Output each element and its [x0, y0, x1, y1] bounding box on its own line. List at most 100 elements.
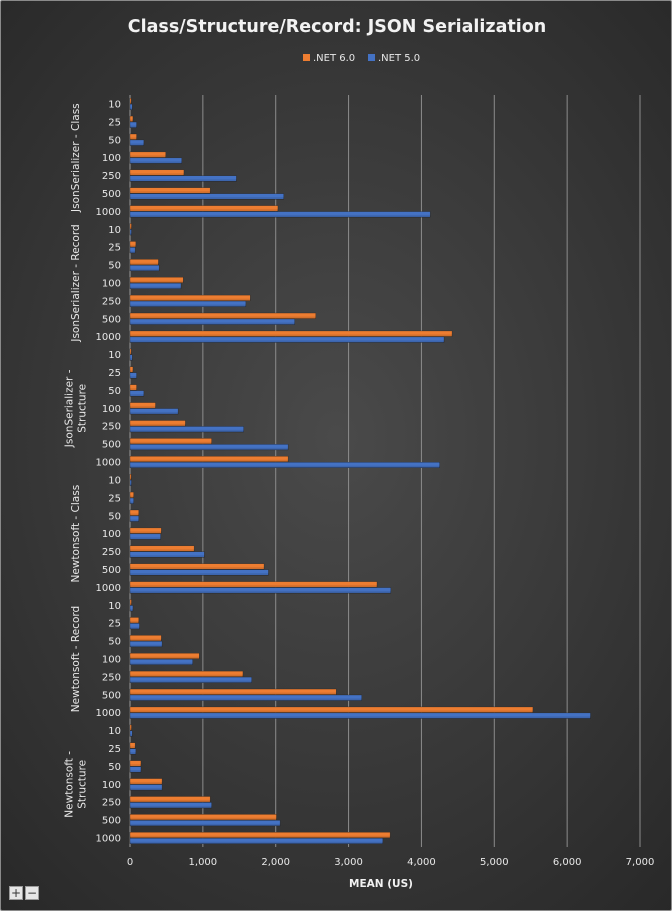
- bar-shade: [130, 569, 269, 576]
- y-subcategory-label: 1000: [96, 458, 121, 469]
- bar-shade: [130, 659, 193, 665]
- zoom-out-button[interactable]: −: [25, 886, 39, 900]
- bar-shade: [130, 778, 163, 785]
- y-subcategory-label: 100: [102, 153, 121, 164]
- y-subcategory-label: 500: [102, 690, 121, 701]
- bar-shade: [130, 104, 133, 110]
- y-subcategory-label: 250: [102, 798, 121, 809]
- bar-shade: [130, 641, 163, 647]
- y-subcategory-label: 25: [108, 619, 121, 630]
- bar-shade: [130, 277, 184, 283]
- y-subcategory-label: 1000: [96, 583, 121, 594]
- x-tick-label: 1,000: [189, 857, 218, 868]
- y-subcategory-label: 50: [108, 511, 121, 522]
- bar-shade: [130, 384, 137, 391]
- bar-shade: [130, 480, 132, 486]
- bar-shade: [130, 116, 133, 122]
- bar-shade: [130, 712, 591, 719]
- bar-shade: [130, 157, 182, 164]
- y-subcategory-label: 50: [108, 386, 121, 397]
- bar-shade: [130, 587, 391, 594]
- y-group-label: JsonSerializer - Record: [70, 224, 82, 342]
- bar-shade: [130, 187, 211, 194]
- bar-shade: [130, 724, 132, 731]
- y-group-label: Newtonsoft - Class: [70, 485, 82, 583]
- y-subcategory-label: 500: [102, 816, 121, 827]
- y-subcategory-label: 25: [108, 744, 121, 755]
- bar-shade: [130, 319, 295, 325]
- y-subcategory-label: 25: [108, 368, 121, 379]
- bar-shade: [130, 748, 136, 755]
- bar-shade: [130, 223, 132, 230]
- bar-shade: [130, 372, 137, 379]
- bar-shade: [130, 229, 132, 236]
- bar-shade: [130, 599, 132, 606]
- bar-shade: [130, 533, 161, 540]
- bar-shade: [130, 402, 156, 409]
- y-subcategory-label: 10: [108, 225, 121, 236]
- y-subcategory-label: 10: [108, 601, 121, 612]
- bar-shade: [130, 474, 132, 480]
- bar-shade: [130, 336, 445, 343]
- y-subcategory-label: 50: [108, 135, 121, 146]
- bar-shade: [130, 563, 265, 570]
- bar-shade: [130, 635, 162, 641]
- bar-shade: [130, 706, 533, 713]
- y-group-label: Newtonsoft - Record: [70, 606, 82, 712]
- chart-title: Class/Structure/Record: JSON Serializati…: [128, 17, 547, 37]
- x-tick-label: 2,000: [261, 857, 290, 868]
- bar-shade: [130, 259, 159, 265]
- y-group-label: Structure: [77, 760, 89, 809]
- legend-swatch: [303, 54, 310, 61]
- bar-shade: [130, 348, 132, 355]
- gridlines: [129, 95, 641, 847]
- bar-shade: [130, 545, 195, 552]
- y-subcategory-label: 250: [102, 547, 121, 558]
- bar-shade: [130, 301, 246, 307]
- y-group-label: JsonSerializer -: [64, 369, 76, 448]
- bar-shade: [130, 671, 243, 677]
- bar-shade: [130, 438, 212, 444]
- bar-shade: [130, 820, 281, 826]
- bar-shade: [130, 247, 136, 253]
- y-subcategory-label: 10: [108, 350, 121, 361]
- legend-swatch: [368, 54, 375, 61]
- y-subcategory-label: 100: [102, 780, 121, 791]
- y-subcategory-label: 10: [108, 475, 121, 486]
- y-subcategory-label: 25: [108, 117, 121, 128]
- legend: .NET 6.0 .NET 5.0: [303, 53, 420, 64]
- legend-label: .NET 6.0: [313, 53, 355, 64]
- bar-shade: [130, 366, 133, 373]
- bar-shade: [130, 551, 205, 558]
- bar-shade: [130, 766, 141, 773]
- y-subcategory-label: 500: [102, 440, 121, 451]
- y-subcategory-label: 10: [108, 726, 121, 737]
- legend-label: .NET 5.0: [378, 53, 420, 64]
- bar-shade: [130, 175, 237, 182]
- bar-shade: [130, 330, 453, 337]
- bar-shade: [130, 169, 184, 176]
- y-subcategory-label: 500: [102, 565, 121, 576]
- y-subcategory-label: 10: [108, 99, 121, 110]
- bar-shade: [130, 444, 289, 450]
- x-axis-ticks: 0 1,000 2,000 3,000 4,000 5,000 6,000 7,000: [127, 857, 655, 868]
- y-subcategory-label: 1000: [96, 708, 121, 719]
- bar-shade: [130, 730, 133, 737]
- bar-shade: [130, 689, 337, 695]
- bar-shade: [130, 420, 186, 427]
- bar-shade: [130, 623, 140, 629]
- bar-shade: [130, 193, 284, 200]
- y-subcategory-label: 1000: [96, 332, 121, 343]
- y-subcategory-label: 25: [108, 243, 121, 254]
- x-tick-label: 7,000: [626, 857, 655, 868]
- bar-shade: [130, 98, 132, 104]
- zoom-in-button[interactable]: +: [9, 886, 23, 900]
- bar-shade: [130, 838, 383, 844]
- bar-shade: [130, 605, 133, 612]
- bar-shade: [130, 510, 139, 516]
- y-subcategory-label: 50: [108, 637, 121, 648]
- y-subcategory-label: 250: [102, 171, 121, 182]
- bar-shade: [130, 139, 144, 146]
- bar-shade: [130, 211, 431, 218]
